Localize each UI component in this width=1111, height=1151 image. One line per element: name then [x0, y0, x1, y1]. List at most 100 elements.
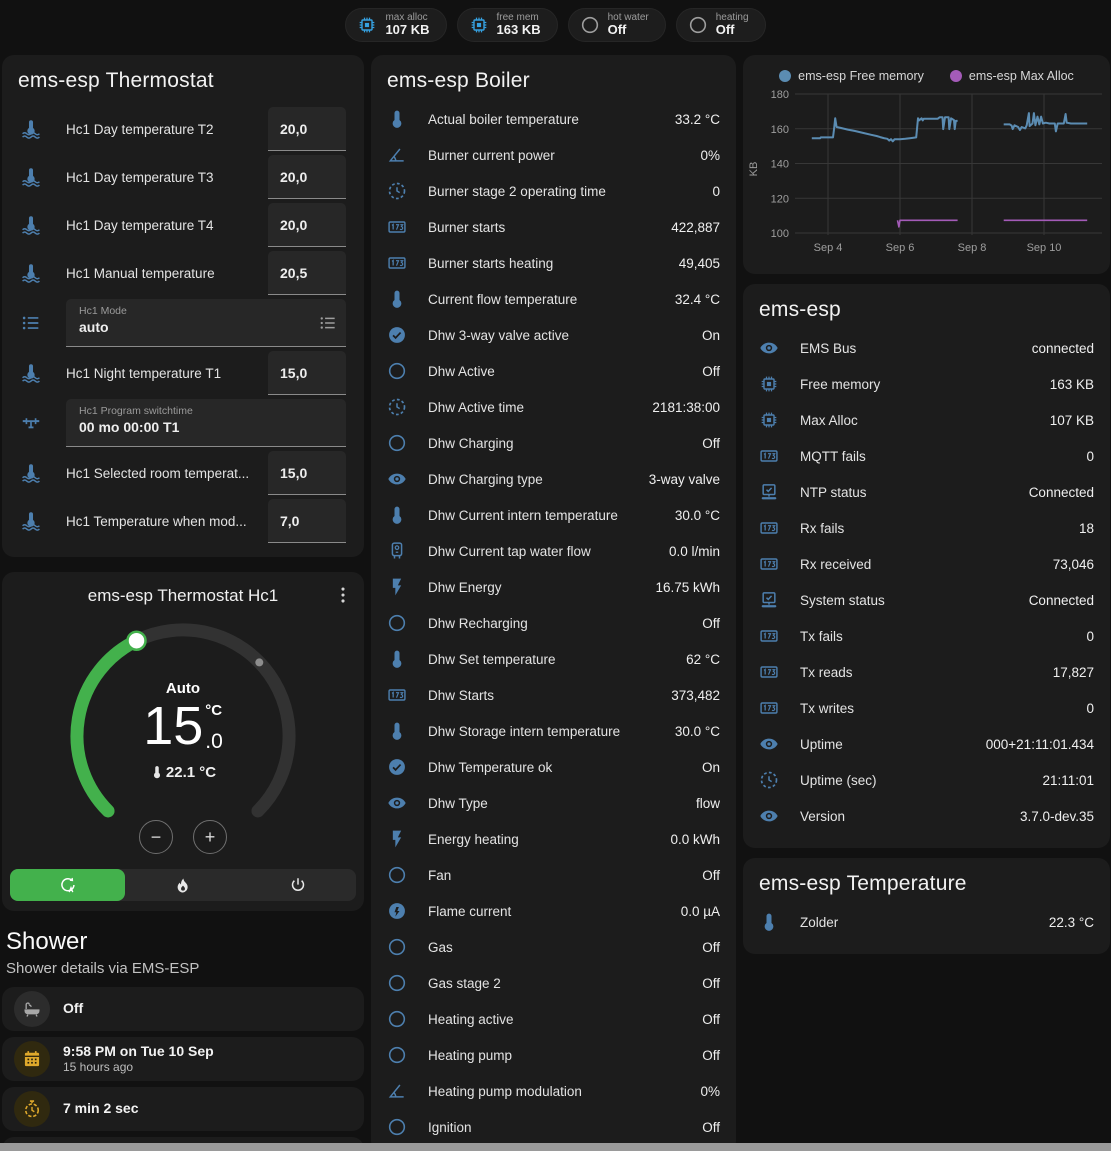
entity-row[interactable]: Flame current 0.0 µA — [371, 893, 736, 929]
svg-text:Sep 4: Sep 4 — [814, 242, 843, 254]
entity-row[interactable]: Energy heating 0.0 kWh — [371, 821, 736, 857]
entity-label: Dhw Recharging — [428, 615, 528, 631]
entity-row[interactable]: Dhw Current tap water flow 0.0 l/min — [371, 533, 736, 569]
entity-row[interactable]: Dhw 3-way valve active On — [371, 317, 736, 353]
number-input[interactable]: 20,0 — [268, 107, 346, 151]
entity-row[interactable]: Burner starts 422,887 — [371, 209, 736, 245]
entity-value: flow — [695, 795, 720, 811]
entity-row[interactable]: Dhw Current intern temperature 30.0 °C — [371, 497, 736, 533]
entity-label: Burner stage 2 operating time — [428, 183, 606, 199]
entity-value: 0 — [1086, 700, 1094, 716]
shower-info-card[interactable]: 9:58 PM on Tue 10 Sep 15 hours ago — [2, 1037, 364, 1081]
entity-row[interactable]: Heating pump Off — [371, 1037, 736, 1073]
shower-icon — [22, 999, 42, 1019]
entity-row[interactable]: Dhw Type flow — [371, 785, 736, 821]
status-badge[interactable]: heating Off — [675, 8, 766, 42]
entity-row[interactable]: Dhw Temperature ok On — [371, 749, 736, 785]
mode-heat-button[interactable] — [125, 869, 240, 901]
number-input[interactable]: 20,0 — [268, 155, 346, 199]
entity-row[interactable]: MQTT fails 0 — [743, 438, 1110, 474]
entity-row[interactable]: Dhw Energy 16.75 kWh — [371, 569, 736, 605]
status-badge[interactable]: hot water Off — [567, 8, 666, 42]
select-label: Hc1 Mode — [79, 305, 127, 317]
entity-value: 373,482 — [671, 687, 720, 703]
entity-row[interactable]: Rx received 73,046 — [743, 546, 1110, 582]
mode-select[interactable]: Hc1 Mode auto — [66, 299, 346, 347]
entity-row[interactable]: Heating pump modulation 0% — [371, 1073, 736, 1109]
legend-item[interactable]: ems-esp Max Alloc — [949, 69, 1074, 83]
entity-row[interactable]: Zolder 22.3 °C — [743, 904, 1110, 940]
text-input[interactable]: Hc1 Program switchtime 00 mo 00:00 T1 — [66, 399, 346, 447]
entity-icon — [387, 1081, 407, 1101]
entity-row[interactable]: Fan Off — [371, 857, 736, 893]
entity-label: Dhw Type — [428, 795, 488, 811]
entity-row[interactable]: Max Alloc 107 KB — [743, 402, 1110, 438]
shower-icon — [22, 1049, 42, 1069]
entity-row[interactable]: Heating active Off — [371, 1001, 736, 1037]
temp-increase-button[interactable]: + — [193, 820, 227, 854]
shower-info-card[interactable]: 7 min 2 sec — [2, 1087, 364, 1131]
entity-row[interactable]: System status Connected — [743, 582, 1110, 618]
mode-off-button[interactable] — [241, 869, 356, 901]
badge-label: heating — [715, 11, 749, 23]
entity-label: Dhw Charging type — [428, 471, 543, 487]
entity-row[interactable]: Current flow temperature 32.4 °C — [371, 281, 736, 317]
status-badge[interactable]: free mem 163 KB — [456, 8, 558, 42]
entity-row[interactable]: Uptime (sec) 21:11:01 — [743, 762, 1110, 798]
mode-auto-button[interactable] — [10, 869, 126, 901]
entity-icon — [759, 734, 779, 754]
entity-label: Fan — [428, 867, 452, 883]
entity-row[interactable]: Tx reads 17,827 — [743, 654, 1110, 690]
entity-label: Uptime (sec) — [800, 772, 877, 788]
entity-row[interactable]: Dhw Set temperature 62 °C — [371, 641, 736, 677]
entity-label: Dhw Storage intern temperature — [428, 723, 621, 739]
entity-value: Off — [702, 1047, 720, 1063]
shower-section-title: Shower — [6, 928, 88, 955]
entity-label: Free memory — [800, 376, 881, 392]
entity-label: Flame current — [428, 903, 512, 919]
entity-row[interactable]: Burner starts heating 49,405 — [371, 245, 736, 281]
entity-row[interactable]: Actual boiler temperature 33.2 °C — [371, 101, 736, 137]
entity-label: Burner starts — [428, 219, 506, 235]
legend-item[interactable]: ems-esp Free memory — [779, 69, 924, 83]
legend-dot — [949, 70, 962, 82]
entity-label: Tx fails — [800, 628, 843, 644]
entity-value: Connected — [1028, 592, 1094, 608]
memory-history-chart[interactable]: 100 120 140 160 180 Sep 4 Sep 6 Sep 8 Sep 10 KB — [745, 87, 1108, 259]
entity-row[interactable]: Dhw Storage intern temperature 30.0 °C — [371, 713, 736, 749]
entity-row[interactable]: Dhw Active time 2181:38:00 — [371, 389, 736, 425]
temp-decrease-button[interactable]: − — [139, 820, 173, 854]
svg-text:140: 140 — [771, 159, 789, 171]
entity-row[interactable]: Uptime 000+21:11:01.434 — [743, 726, 1110, 762]
entity-row[interactable]: Burner stage 2 operating time 0 — [371, 173, 736, 209]
number-input[interactable]: 20,0 — [268, 203, 346, 247]
entity-row[interactable]: Burner current power 0% — [371, 137, 736, 173]
entity-row[interactable]: Version 3.7.0-dev.35 — [743, 798, 1110, 834]
number-input[interactable]: 15,0 — [268, 451, 346, 495]
horizontal-scrollbar[interactable] — [0, 1143, 1111, 1151]
entity-row[interactable]: Gas Off — [371, 929, 736, 965]
entity-row[interactable]: Ignition Off — [371, 1109, 736, 1145]
entity-row[interactable]: EMS Bus connected — [743, 330, 1110, 366]
entity-value: 0 — [712, 183, 720, 199]
entity-row[interactable]: Rx fails 18 — [743, 510, 1110, 546]
entity-row[interactable]: Tx writes 0 — [743, 690, 1110, 726]
badge-label: max alloc — [385, 11, 428, 23]
number-input[interactable]: 20,5 — [268, 251, 346, 295]
shower-info-card[interactable]: Off — [2, 987, 364, 1031]
entity-row[interactable]: Tx fails 0 — [743, 618, 1110, 654]
entity-row[interactable]: Dhw Charging type 3-way valve — [371, 461, 736, 497]
thermostat-dial[interactable] — [2, 608, 364, 858]
status-badge[interactable]: max alloc 107 KB — [345, 8, 447, 42]
entity-value: Off — [702, 975, 720, 991]
entity-row[interactable]: Gas stage 2 Off — [371, 965, 736, 1001]
entity-row[interactable]: NTP status Connected — [743, 474, 1110, 510]
entity-row[interactable]: Dhw Active Off — [371, 353, 736, 389]
entity-row[interactable]: Free memory 163 KB — [743, 366, 1110, 402]
number-input[interactable]: 7,0 — [268, 499, 346, 543]
entity-row[interactable]: Dhw Starts 373,482 — [371, 677, 736, 713]
number-input[interactable]: 15,0 — [268, 351, 346, 395]
entity-row[interactable]: Dhw Charging Off — [371, 425, 736, 461]
entity-row[interactable]: Dhw Recharging Off — [371, 605, 736, 641]
more-options-icon[interactable] — [332, 584, 354, 606]
